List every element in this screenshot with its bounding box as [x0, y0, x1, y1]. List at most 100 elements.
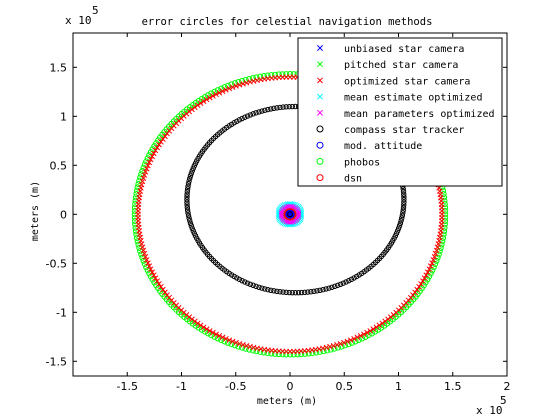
legend-marker: [316, 174, 324, 182]
series-point: [308, 289, 314, 295]
series-point: [253, 110, 259, 116]
series-point: [204, 326, 210, 332]
series-point: [357, 333, 364, 339]
series-point: [274, 105, 280, 111]
series-point: [337, 281, 344, 287]
legend-label: phobos: [344, 157, 380, 168]
series-point: [427, 263, 434, 269]
series-point: [323, 286, 329, 292]
series-point: [271, 105, 277, 112]
series-point: [140, 247, 147, 254]
series-point: [152, 275, 159, 281]
series-point: [432, 250, 439, 257]
series-point: [289, 289, 296, 296]
series-point: [317, 287, 323, 293]
legend-label: dsn: [344, 174, 362, 185]
x-tick-label: 2: [504, 380, 511, 393]
series-point: [184, 191, 190, 197]
series-point: [145, 162, 151, 169]
series-point: [192, 104, 198, 111]
series-point: [332, 283, 338, 290]
series-point: [187, 217, 193, 224]
series-point: [189, 168, 195, 174]
series-point: [256, 109, 262, 115]
series-point: [195, 102, 201, 109]
series-point: [223, 335, 229, 342]
series-point: [364, 329, 370, 336]
series-point: [351, 335, 357, 342]
legend-label: mod. attitude: [344, 141, 422, 152]
series-point: [401, 196, 407, 203]
series-point: [188, 170, 195, 177]
series-point: [431, 253, 438, 260]
series-point: [185, 183, 191, 190]
series-point: [280, 104, 286, 110]
series-point: [298, 289, 305, 296]
series-point: [337, 340, 344, 347]
series-point: [367, 328, 373, 334]
series-point: [213, 331, 219, 337]
series-point: [418, 281, 424, 287]
legend-label: optimized star camera: [344, 76, 470, 87]
legend-label: mean parameters optimized: [344, 109, 495, 120]
series-point: [401, 199, 407, 205]
series-point: [139, 244, 146, 250]
series-point: [226, 337, 233, 343]
series-point: [265, 286, 271, 293]
series-point: [435, 241, 442, 247]
series-point: [329, 284, 335, 290]
series-point: [226, 85, 233, 92]
x-tick-label: 1: [395, 380, 402, 393]
series-point: [295, 208, 301, 214]
series-point: [433, 247, 440, 254]
legend-marker: [316, 157, 324, 165]
series-point: [219, 88, 226, 95]
series-point: [347, 337, 354, 343]
series-point: [416, 283, 422, 290]
series-point: [373, 324, 380, 330]
series-point: [400, 186, 406, 192]
series-point: [200, 98, 207, 105]
series-point: [420, 278, 426, 284]
series-point: [145, 260, 151, 266]
series-point: [147, 156, 154, 163]
series-point: [184, 207, 191, 213]
series-point: [305, 289, 311, 295]
series-point: [158, 139, 164, 145]
series-point: [244, 280, 251, 286]
x-exponent-base: x 10: [476, 404, 503, 417]
series-point: [229, 84, 236, 90]
series-point: [344, 338, 351, 345]
legend-label: pitched star camera: [344, 60, 458, 71]
series-point: [216, 90, 223, 96]
series-point: [247, 281, 254, 287]
series-point: [236, 340, 243, 347]
series-point: [160, 286, 166, 293]
series-point: [400, 188, 407, 195]
y-exponent-base: x 10: [65, 14, 92, 27]
series-point: [340, 280, 346, 286]
legend-box: [297, 37, 503, 187]
series-point: [423, 272, 429, 278]
legend-marker: [317, 61, 323, 68]
series-point: [401, 191, 407, 197]
series-point: [242, 114, 248, 120]
series-point: [289, 103, 296, 110]
series-point: [149, 269, 155, 275]
y-tick-label: 1: [60, 110, 67, 123]
chart-title: error circles for celestial navigation m…: [142, 16, 433, 28]
x-tick-label: -0.5: [225, 380, 246, 393]
series-point: [354, 334, 361, 341]
legend-label: compass star tracker: [344, 125, 464, 136]
series-point: [341, 339, 347, 346]
series-point: [207, 328, 213, 334]
series-point: [421, 275, 428, 281]
series-point: [139, 178, 146, 185]
series-point: [265, 106, 271, 113]
series-point: [195, 320, 201, 327]
series-point: [184, 204, 191, 211]
series-point: [152, 147, 159, 154]
x-tick-label: 0: [287, 380, 294, 393]
series-point: [141, 250, 148, 257]
